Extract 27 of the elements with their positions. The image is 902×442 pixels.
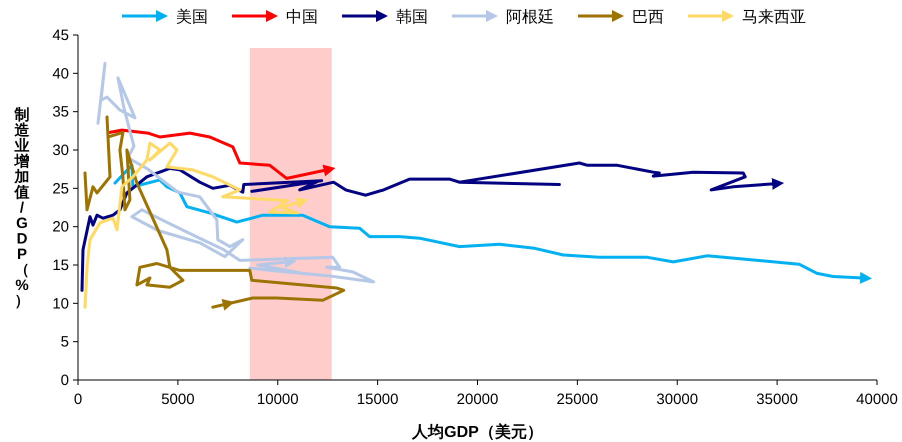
x-tick-label: 25000	[556, 391, 598, 408]
x-axis-title: 人均GDP（美元）	[411, 422, 543, 441]
y-tick-label: 0	[60, 372, 69, 389]
y-tick-label: 35	[52, 104, 69, 121]
y-tick-label: 5	[60, 334, 69, 351]
legend-label: 韩国	[396, 7, 428, 26]
text: 制造业增加值/GDP（%）	[14, 106, 30, 310]
legend-label: 中国	[286, 7, 318, 26]
x-tick-label: 5000	[161, 391, 195, 408]
x-tick-label: 15000	[356, 391, 398, 408]
legend-label: 巴西	[632, 7, 664, 26]
y-tick-label: 40	[52, 65, 69, 82]
y-tick-label: 25	[52, 180, 69, 198]
legend-label: 阿根廷	[506, 7, 554, 26]
x-tick-label: 20000	[456, 391, 498, 408]
y-tick-label: 10	[52, 295, 69, 312]
y-tick-label: 15	[52, 257, 69, 274]
x-tick-label: 10000	[256, 391, 299, 408]
x-tick-label: 0	[74, 391, 82, 408]
legend-label: 美国	[176, 7, 208, 26]
y-tick-label: 20	[52, 218, 69, 236]
x-tick-label: 35000	[756, 391, 798, 408]
y-tick-label: 30	[52, 142, 69, 159]
legend-label: 马来西亚	[742, 7, 806, 26]
x-tick-label: 30000	[656, 391, 698, 408]
y-tick-label: 45	[52, 27, 69, 44]
x-tick-label: 40000	[856, 391, 898, 408]
